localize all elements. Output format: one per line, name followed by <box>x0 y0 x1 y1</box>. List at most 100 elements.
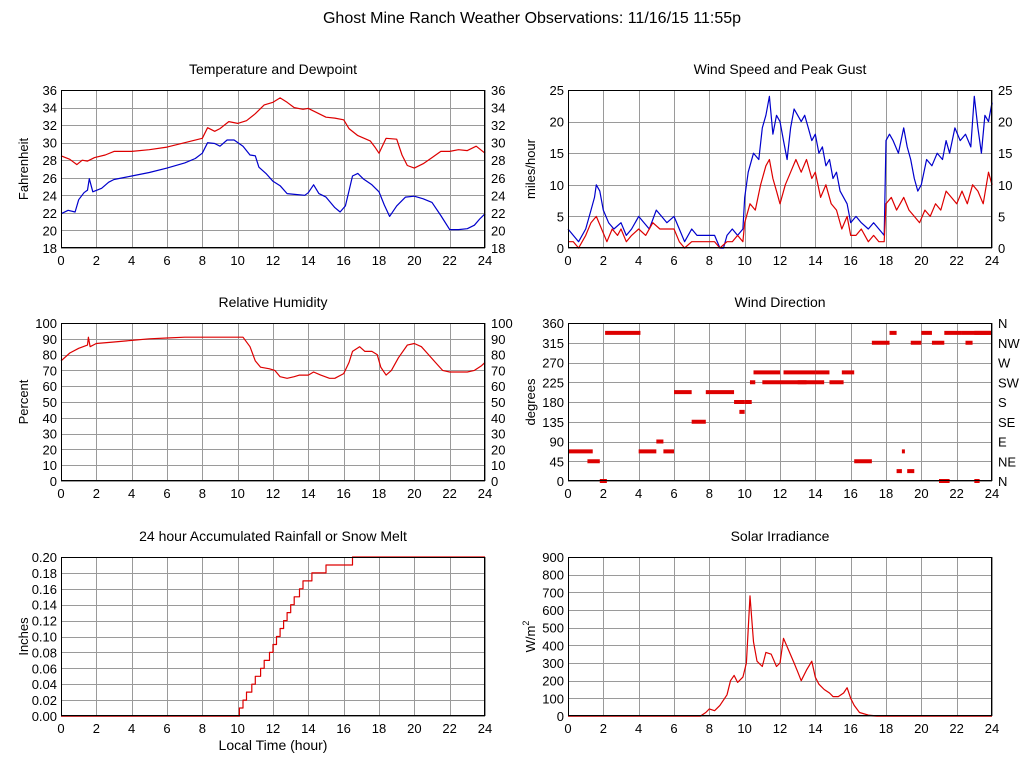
y-tick-label: 600 <box>542 603 564 618</box>
direction-mark <box>889 330 897 335</box>
x-tick-label: 22 <box>442 486 456 501</box>
direction-mark <box>910 340 922 345</box>
right-tick-label: 22 <box>491 206 505 221</box>
x-tick-label: 16 <box>843 486 857 501</box>
y-tick-label: 500 <box>542 621 564 636</box>
x-tick-label: 20 <box>407 721 421 736</box>
y-tick-label: 20 <box>43 442 57 457</box>
y-tick-label: 50 <box>43 395 57 410</box>
series-line-1 <box>60 139 486 231</box>
chart-rain: 24 hour Accumulated Rainfall or Snow Mel… <box>16 528 492 753</box>
x-tick-label: 6 <box>163 721 170 736</box>
x-tick-label: 16 <box>843 721 857 736</box>
direction-mark <box>744 400 752 404</box>
right-tick-label: 60 <box>491 379 505 394</box>
y-tick-label: 34 <box>43 101 57 116</box>
right-tick-label: 24 <box>491 188 505 203</box>
right-tick-label: 80 <box>491 348 505 363</box>
direction-mark <box>829 380 844 385</box>
x-tick-label: 2 <box>93 721 100 736</box>
y-axis-label: degrees <box>523 378 538 425</box>
right-tick-label: SE <box>998 415 1016 430</box>
x-tick-label: 10 <box>737 721 751 736</box>
y-tick-label: 0.08 <box>32 645 57 660</box>
y-axis-label-exponent: 2 <box>521 621 531 626</box>
y-tick-label: 225 <box>542 375 564 390</box>
y-tick-label: 0.00 <box>32 709 57 724</box>
x-tick-label: 4 <box>635 486 642 501</box>
x-tick-label: 10 <box>230 721 244 736</box>
x-tick-label: 12 <box>773 721 787 736</box>
right-tick-label: NE <box>998 454 1016 469</box>
y-tick-label: 180 <box>542 395 564 410</box>
y-tick-label: 0.14 <box>32 598 57 613</box>
x-tick-label: 0 <box>564 486 571 501</box>
x-tick-label: 0 <box>564 721 571 736</box>
x-tick-label: 6 <box>670 721 677 736</box>
plot-frame <box>568 557 992 716</box>
right-tick-label: 36 <box>491 83 505 98</box>
y-tick-label: 360 <box>542 316 564 331</box>
x-tick-label: 8 <box>199 721 206 736</box>
direction-mark <box>783 370 816 375</box>
grid <box>61 557 486 717</box>
y-tick-label: 0 <box>557 474 564 489</box>
y-tick-label: 0.04 <box>32 677 57 692</box>
plot-frame <box>61 323 485 481</box>
right-tick-label: 25 <box>998 83 1012 98</box>
right-tick-label: 20 <box>491 223 505 238</box>
x-tick-label: 22 <box>949 721 963 736</box>
series-line-0 <box>60 97 486 169</box>
y-tick-label: 90 <box>43 332 57 347</box>
series-line-0 <box>60 336 486 379</box>
right-tick-label: 10 <box>491 458 505 473</box>
x-tick-label: 4 <box>635 721 642 736</box>
x-tick-label: 8 <box>706 721 713 736</box>
x-tick-label: 14 <box>301 486 315 501</box>
x-tick-label: 2 <box>600 486 607 501</box>
y-tick-label: 0.06 <box>32 661 57 676</box>
direction-mark <box>749 380 756 385</box>
x-tick-label: 24 <box>478 486 492 501</box>
x-tick-label: 6 <box>163 253 170 268</box>
grid <box>568 90 993 249</box>
x-tick-label: 20 <box>914 253 928 268</box>
x-tick-label: 12 <box>266 253 280 268</box>
plot-frame <box>568 323 992 481</box>
x-tick-label: 20 <box>407 253 421 268</box>
x-tick-label: 2 <box>93 486 100 501</box>
x-tick-label: 22 <box>442 253 456 268</box>
x-tick-label: 0 <box>57 721 64 736</box>
y-tick-label: 270 <box>542 356 564 371</box>
x-tick-label: 4 <box>635 253 642 268</box>
right-tick-label: NW <box>998 336 1020 351</box>
direction-mark <box>705 390 735 395</box>
direction-mark <box>734 400 745 404</box>
x-tick-label: 22 <box>949 486 963 501</box>
right-tick-label: 30 <box>491 136 505 151</box>
grid <box>61 323 486 482</box>
y-axis-label: Percent <box>16 379 31 424</box>
direction-mark <box>656 439 664 444</box>
x-axis-label: Local Time (hour) <box>219 737 328 753</box>
y-axis-label: W/m2 <box>521 621 538 653</box>
y-tick-label: 30 <box>43 136 57 151</box>
plot-frame <box>61 90 485 248</box>
direction-mark <box>871 340 890 345</box>
grid <box>568 323 993 482</box>
direction-mark <box>762 380 780 385</box>
direction-mark <box>921 330 932 335</box>
direction-mark <box>663 449 674 454</box>
x-tick-label: 18 <box>372 253 386 268</box>
direction-mark <box>907 469 915 474</box>
y-tick-label: 60 <box>43 379 57 394</box>
right-tick-label: 26 <box>491 171 505 186</box>
x-tick-label: 14 <box>808 486 822 501</box>
x-tick-label: 16 <box>336 486 350 501</box>
right-tick-label: N <box>998 474 1007 489</box>
x-tick-label: 4 <box>128 253 135 268</box>
